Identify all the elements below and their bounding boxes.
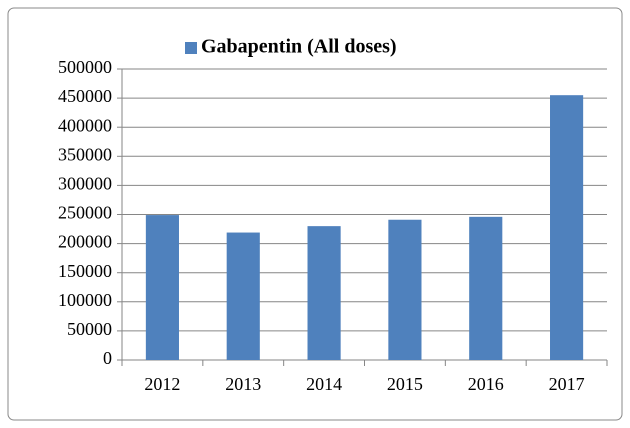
bar <box>145 215 179 360</box>
y-tick-label: 400000 <box>58 115 112 135</box>
y-tick-label: 50000 <box>67 319 112 339</box>
legend-swatch <box>185 42 197 54</box>
y-tick-label: 300000 <box>58 174 112 194</box>
y-tick-label: 250000 <box>58 203 112 223</box>
x-tick-label: 2014 <box>306 374 342 394</box>
y-tick-label: 350000 <box>58 144 112 164</box>
y-tick-label: 150000 <box>58 261 112 281</box>
x-tick-label: 2017 <box>549 374 585 394</box>
bar <box>469 216 503 360</box>
y-tick-label: 0 <box>103 348 112 368</box>
legend-label: Gabapentin (All doses) <box>201 36 397 58</box>
bar <box>388 219 422 360</box>
x-tick-label: 2013 <box>225 374 261 394</box>
x-tick-label: 2016 <box>468 374 504 394</box>
y-tick-label: 100000 <box>58 290 112 310</box>
bar <box>550 95 584 360</box>
y-tick-label: 200000 <box>58 232 112 252</box>
y-tick-label: 450000 <box>58 86 112 106</box>
x-tick-label: 2012 <box>144 374 180 394</box>
x-tick-label: 2015 <box>387 374 423 394</box>
bar <box>307 226 341 360</box>
y-tick-label: 500000 <box>58 57 112 77</box>
bar <box>226 232 260 360</box>
